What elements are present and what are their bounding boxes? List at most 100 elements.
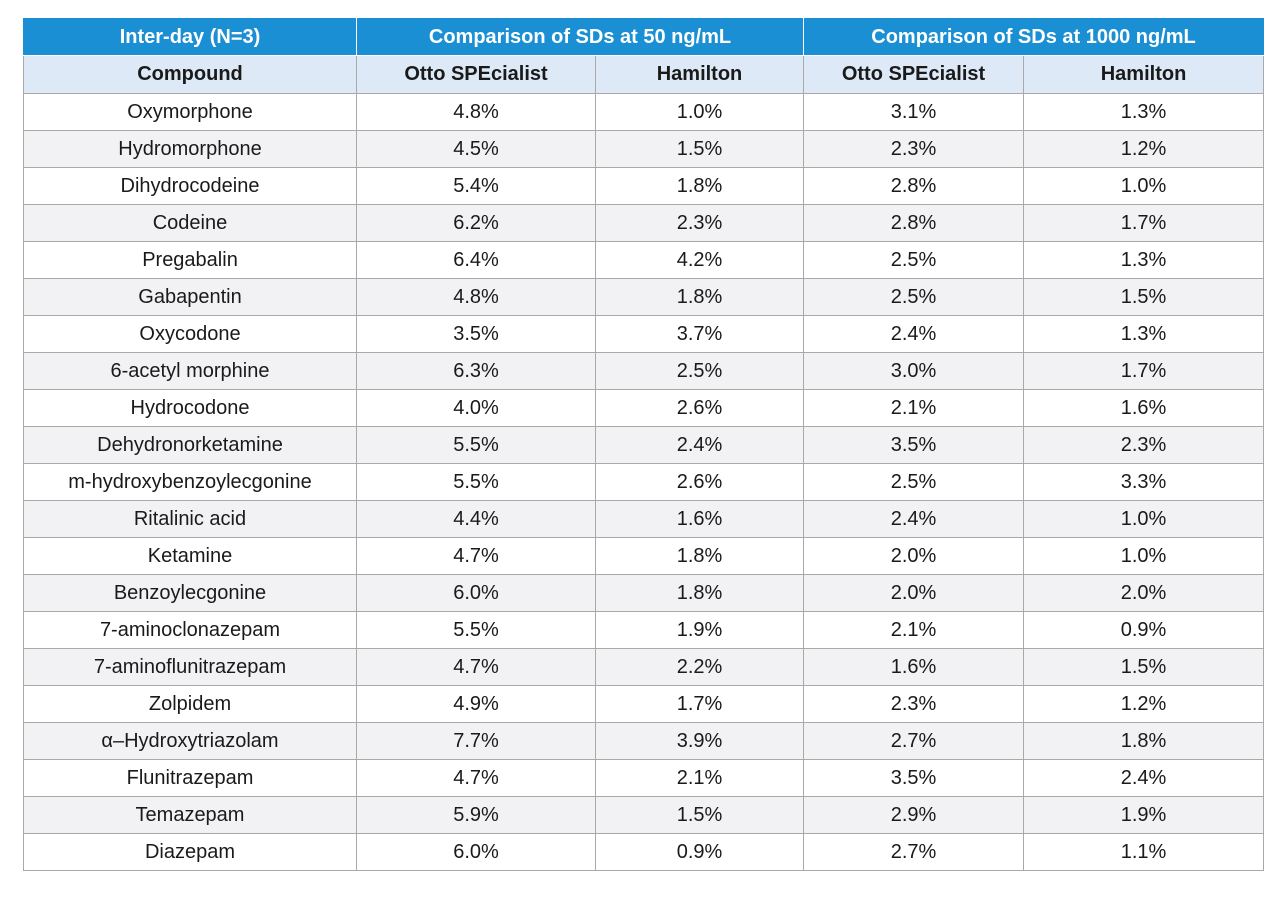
table-row: Dihydrocodeine 5.4% 1.8% 2.8% 1.0% [23,167,1265,205]
otto-50-cell: 6.0% [356,833,596,871]
hamilton-50-cell: 2.6% [594,463,805,501]
compound-cell: m-hydroxybenzoylecgonine [23,463,357,501]
table-row: Gabapentin 4.8% 1.8% 2.5% 1.5% [23,278,1265,316]
hamilton-50-cell: 2.2% [594,648,805,686]
sd-comparison-table: Inter-day (N=3) Comparison of SDs at 50 … [23,18,1265,871]
compound-cell: Pregabalin [23,241,357,279]
compound-cell: Oxycodone [23,315,357,353]
hamilton-50-cell: 1.5% [594,130,805,168]
otto-1000-cell: 2.0% [803,537,1025,575]
compound-cell: Dehydronorketamine [23,426,357,464]
hamilton-1000-cell: 3.3% [1023,463,1265,501]
hamilton-50-cell: 1.7% [594,685,805,723]
hamilton-50-cell: 2.6% [594,389,805,427]
otto-1000-cell: 2.9% [803,796,1025,834]
table-row: Hydrocodone 4.0% 2.6% 2.1% 1.6% [23,389,1265,427]
otto-50-cell: 6.0% [356,574,596,612]
compound-cell: Ketamine [23,537,357,575]
table-row: 7-aminoflunitrazepam 4.7% 2.2% 1.6% 1.5% [23,648,1265,686]
hamilton-1000-cell: 0.9% [1023,611,1265,649]
otto-1000-cell: 3.5% [803,759,1025,797]
otto-1000-cell: 2.5% [803,278,1025,316]
hamilton-50-cell: 1.8% [594,167,805,205]
otto-50-cell: 6.4% [356,241,596,279]
otto-1000-cell: 2.4% [803,500,1025,538]
otto-1000-cell: 2.1% [803,389,1025,427]
group-header-50ng: Comparison of SDs at 50 ng/mL [355,18,805,56]
column-header-hamilton-50: Hamilton [594,55,805,94]
hamilton-50-cell: 1.9% [594,611,805,649]
compound-cell: Hydromorphone [23,130,357,168]
compound-cell: Hydrocodone [23,389,357,427]
hamilton-50-cell: 1.8% [594,278,805,316]
compound-cell: 6-acetyl morphine [23,352,357,390]
hamilton-50-cell: 0.9% [594,833,805,871]
table-row: Zolpidem 4.9% 1.7% 2.3% 1.2% [23,685,1265,723]
compound-cell: Flunitrazepam [23,759,357,797]
group-header-row: Inter-day (N=3) Comparison of SDs at 50 … [23,18,1265,56]
hamilton-1000-cell: 1.9% [1023,796,1265,834]
compound-cell: 7-aminoflunitrazepam [23,648,357,686]
compound-cell: Temazepam [23,796,357,834]
otto-1000-cell: 2.7% [803,833,1025,871]
column-header-compound: Compound [23,55,357,94]
compound-cell: Dihydrocodeine [23,167,357,205]
otto-1000-cell: 1.6% [803,648,1025,686]
otto-50-cell: 6.3% [356,352,596,390]
table-row: α–Hydroxytriazolam 7.7% 3.9% 2.7% 1.8% [23,722,1265,760]
table-row: m-hydroxybenzoylecgonine 5.5% 2.6% 2.5% 3.3% [23,463,1265,501]
table-header: Inter-day (N=3) Comparison of SDs at 50 … [23,18,1265,94]
column-header-row: Compound Otto SPEcialist Hamilton Otto S… [23,55,1265,94]
compound-cell: α–Hydroxytriazolam [23,722,357,760]
hamilton-1000-cell: 1.0% [1023,167,1265,205]
hamilton-50-cell: 4.2% [594,241,805,279]
hamilton-50-cell: 1.0% [594,93,805,131]
hamilton-1000-cell: 1.2% [1023,130,1265,168]
hamilton-1000-cell: 1.5% [1023,278,1265,316]
otto-50-cell: 5.5% [356,611,596,649]
otto-50-cell: 5.5% [356,426,596,464]
otto-50-cell: 5.5% [356,463,596,501]
hamilton-50-cell: 1.6% [594,500,805,538]
otto-50-cell: 4.0% [356,389,596,427]
otto-1000-cell: 3.0% [803,352,1025,390]
hamilton-50-cell: 2.1% [594,759,805,797]
compound-cell: Gabapentin [23,278,357,316]
otto-1000-cell: 2.1% [803,611,1025,649]
hamilton-50-cell: 1.5% [594,796,805,834]
hamilton-50-cell: 2.4% [594,426,805,464]
hamilton-1000-cell: 1.7% [1023,352,1265,390]
otto-1000-cell: 2.0% [803,574,1025,612]
table-body: Oxymorphone 4.8% 1.0% 3.1% 1.3% Hydromorphone… [23,93,1265,871]
otto-50-cell: 4.7% [356,759,596,797]
table-row: Ketamine 4.7% 1.8% 2.0% 1.0% [23,537,1265,575]
otto-50-cell: 3.5% [356,315,596,353]
column-header-otto-50: Otto SPEcialist [356,55,596,94]
otto-50-cell: 4.5% [356,130,596,168]
hamilton-1000-cell: 1.2% [1023,685,1265,723]
hamilton-1000-cell: 2.0% [1023,574,1265,612]
hamilton-50-cell: 2.5% [594,352,805,390]
hamilton-1000-cell: 1.1% [1023,833,1265,871]
table-row: Diazepam 6.0% 0.9% 2.7% 1.1% [23,833,1265,871]
table-row: Flunitrazepam 4.7% 2.1% 3.5% 2.4% [23,759,1265,797]
hamilton-50-cell: 1.8% [594,537,805,575]
hamilton-1000-cell: 1.5% [1023,648,1265,686]
hamilton-1000-cell: 2.4% [1023,759,1265,797]
otto-50-cell: 4.7% [356,537,596,575]
hamilton-50-cell: 2.3% [594,204,805,242]
table-row: Hydromorphone 4.5% 1.5% 2.3% 1.2% [23,130,1265,168]
otto-50-cell: 4.8% [356,278,596,316]
otto-50-cell: 7.7% [356,722,596,760]
compound-cell: Diazepam [23,833,357,871]
otto-50-cell: 4.8% [356,93,596,131]
compound-cell: Oxymorphone [23,93,357,131]
hamilton-1000-cell: 1.3% [1023,93,1265,131]
hamilton-50-cell: 3.7% [594,315,805,353]
hamilton-1000-cell: 1.0% [1023,537,1265,575]
otto-50-cell: 6.2% [356,204,596,242]
hamilton-1000-cell: 1.0% [1023,500,1265,538]
column-header-otto-1000: Otto SPEcialist [803,55,1025,94]
hamilton-1000-cell: 1.3% [1023,241,1265,279]
table-row: 6-acetyl morphine 6.3% 2.5% 3.0% 1.7% [23,352,1265,390]
